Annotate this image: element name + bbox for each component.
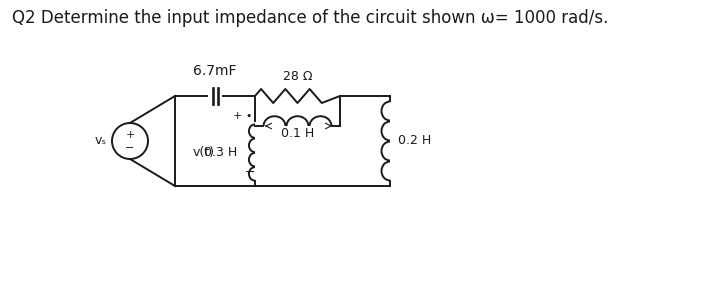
Text: Q2 Determine the input impedance of the circuit shown ω= 1000 rad/s.: Q2 Determine the input impedance of the …	[12, 9, 608, 27]
Text: 28 Ω: 28 Ω	[283, 70, 312, 83]
Text: 6.7mF: 6.7mF	[193, 64, 237, 78]
Text: 0.3 H: 0.3 H	[204, 146, 237, 159]
Text: 0.1 H: 0.1 H	[281, 127, 314, 140]
Text: −: −	[245, 166, 256, 179]
Text: + •: + •	[233, 111, 253, 121]
Text: 0.2 H: 0.2 H	[398, 135, 431, 148]
Text: −: −	[125, 143, 135, 153]
Text: vₛ: vₛ	[95, 135, 107, 148]
Text: v(t): v(t)	[193, 146, 215, 159]
Text: +: +	[125, 130, 135, 140]
